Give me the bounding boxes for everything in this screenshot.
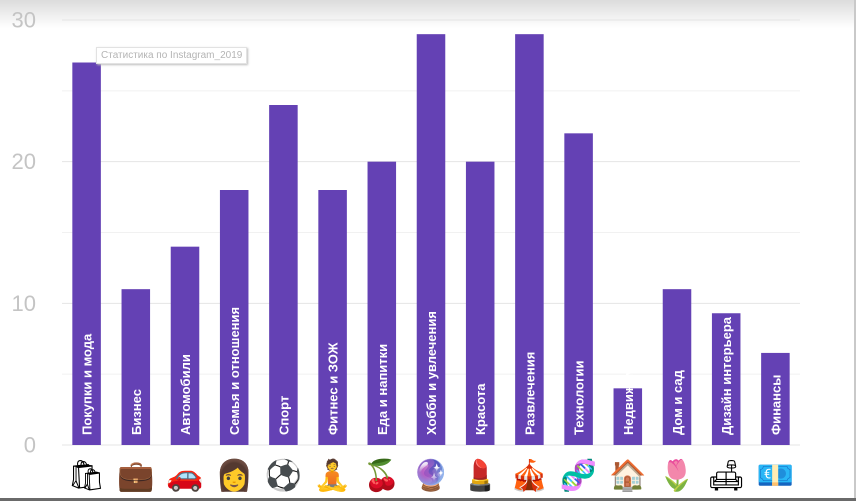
category-icon: 🛋	[707, 460, 745, 493]
y-axis-ticks: 0 10 20 30	[12, 8, 36, 458]
bar-category-label: Недвижимость	[621, 338, 636, 435]
bar	[416, 34, 446, 446]
bar-category-label: Хобби и увлечения	[424, 311, 439, 435]
bar-category-label: Еда и напитки	[375, 344, 390, 435]
bar-category-label: Развлечения	[522, 352, 537, 435]
category-icon: 🚗	[166, 460, 203, 493]
bottom-border	[0, 498, 856, 501]
category-icon: 🧘	[314, 458, 351, 493]
y-tick-label: 20	[12, 149, 36, 174]
bar	[662, 289, 692, 445]
bar-category-label: Красота	[473, 383, 488, 435]
bar	[711, 313, 741, 445]
bar	[121, 289, 151, 445]
category-icon: 🌷	[658, 458, 695, 493]
bar-category-label: Автомобили	[178, 354, 193, 435]
bar	[367, 161, 397, 445]
category-icons: 🛍 💼 🚗 👩 ⚽ 🧘 🍒 🔮 💄 🎪 🧬 🏠 🌷 🛋 💶	[68, 457, 795, 494]
category-icon: 🍒	[363, 458, 400, 494]
bar-category-label: Спорт	[276, 396, 291, 435]
y-tick-label: 10	[12, 291, 36, 316]
window-edge	[854, 0, 856, 501]
category-icon: 🛍	[68, 460, 106, 493]
bar	[761, 352, 790, 445]
bar	[219, 190, 249, 445]
category-icon: ⚽	[264, 458, 302, 493]
bar-category-label: Покупки и мода	[80, 333, 95, 435]
category-icon: 💶	[757, 460, 794, 493]
category-icon: 💄	[462, 457, 499, 493]
bar	[170, 246, 200, 445]
bar	[269, 105, 298, 445]
chart-title: Статистика по Instagram_2019	[96, 47, 248, 64]
category-icon: 🎪	[511, 458, 548, 494]
category-icon: 👩	[216, 458, 253, 493]
bar-category-label: Фитнес и ЗОЖ	[326, 342, 341, 435]
category-icon: 💼	[117, 460, 154, 493]
top-shade	[0, 0, 856, 28]
bar-category-label: Семья и отношения	[227, 307, 242, 435]
bar-labels: Покупки и мода Бизнес Автомобили Семья и от…	[80, 307, 784, 435]
bar-category-label: Технологии	[572, 361, 587, 435]
category-icon: 🏠	[609, 459, 646, 493]
bar-category-label: Финансы	[768, 375, 783, 435]
y-tick-label: 0	[24, 433, 36, 458]
y-tick-label: 30	[12, 8, 36, 33]
bar	[318, 190, 347, 445]
bar	[515, 34, 544, 446]
bar-category-label: Дизайн интерьера	[719, 316, 734, 435]
bar	[613, 388, 643, 445]
category-icon: 🔮	[412, 458, 449, 493]
bar-category-label: Дом и сад	[670, 369, 685, 435]
category-icon: 🧬	[560, 457, 597, 494]
bar	[465, 161, 495, 445]
bars	[72, 34, 790, 446]
bar-category-label: Бизнес	[129, 389, 144, 435]
bar	[72, 62, 101, 445]
bar	[564, 133, 593, 446]
